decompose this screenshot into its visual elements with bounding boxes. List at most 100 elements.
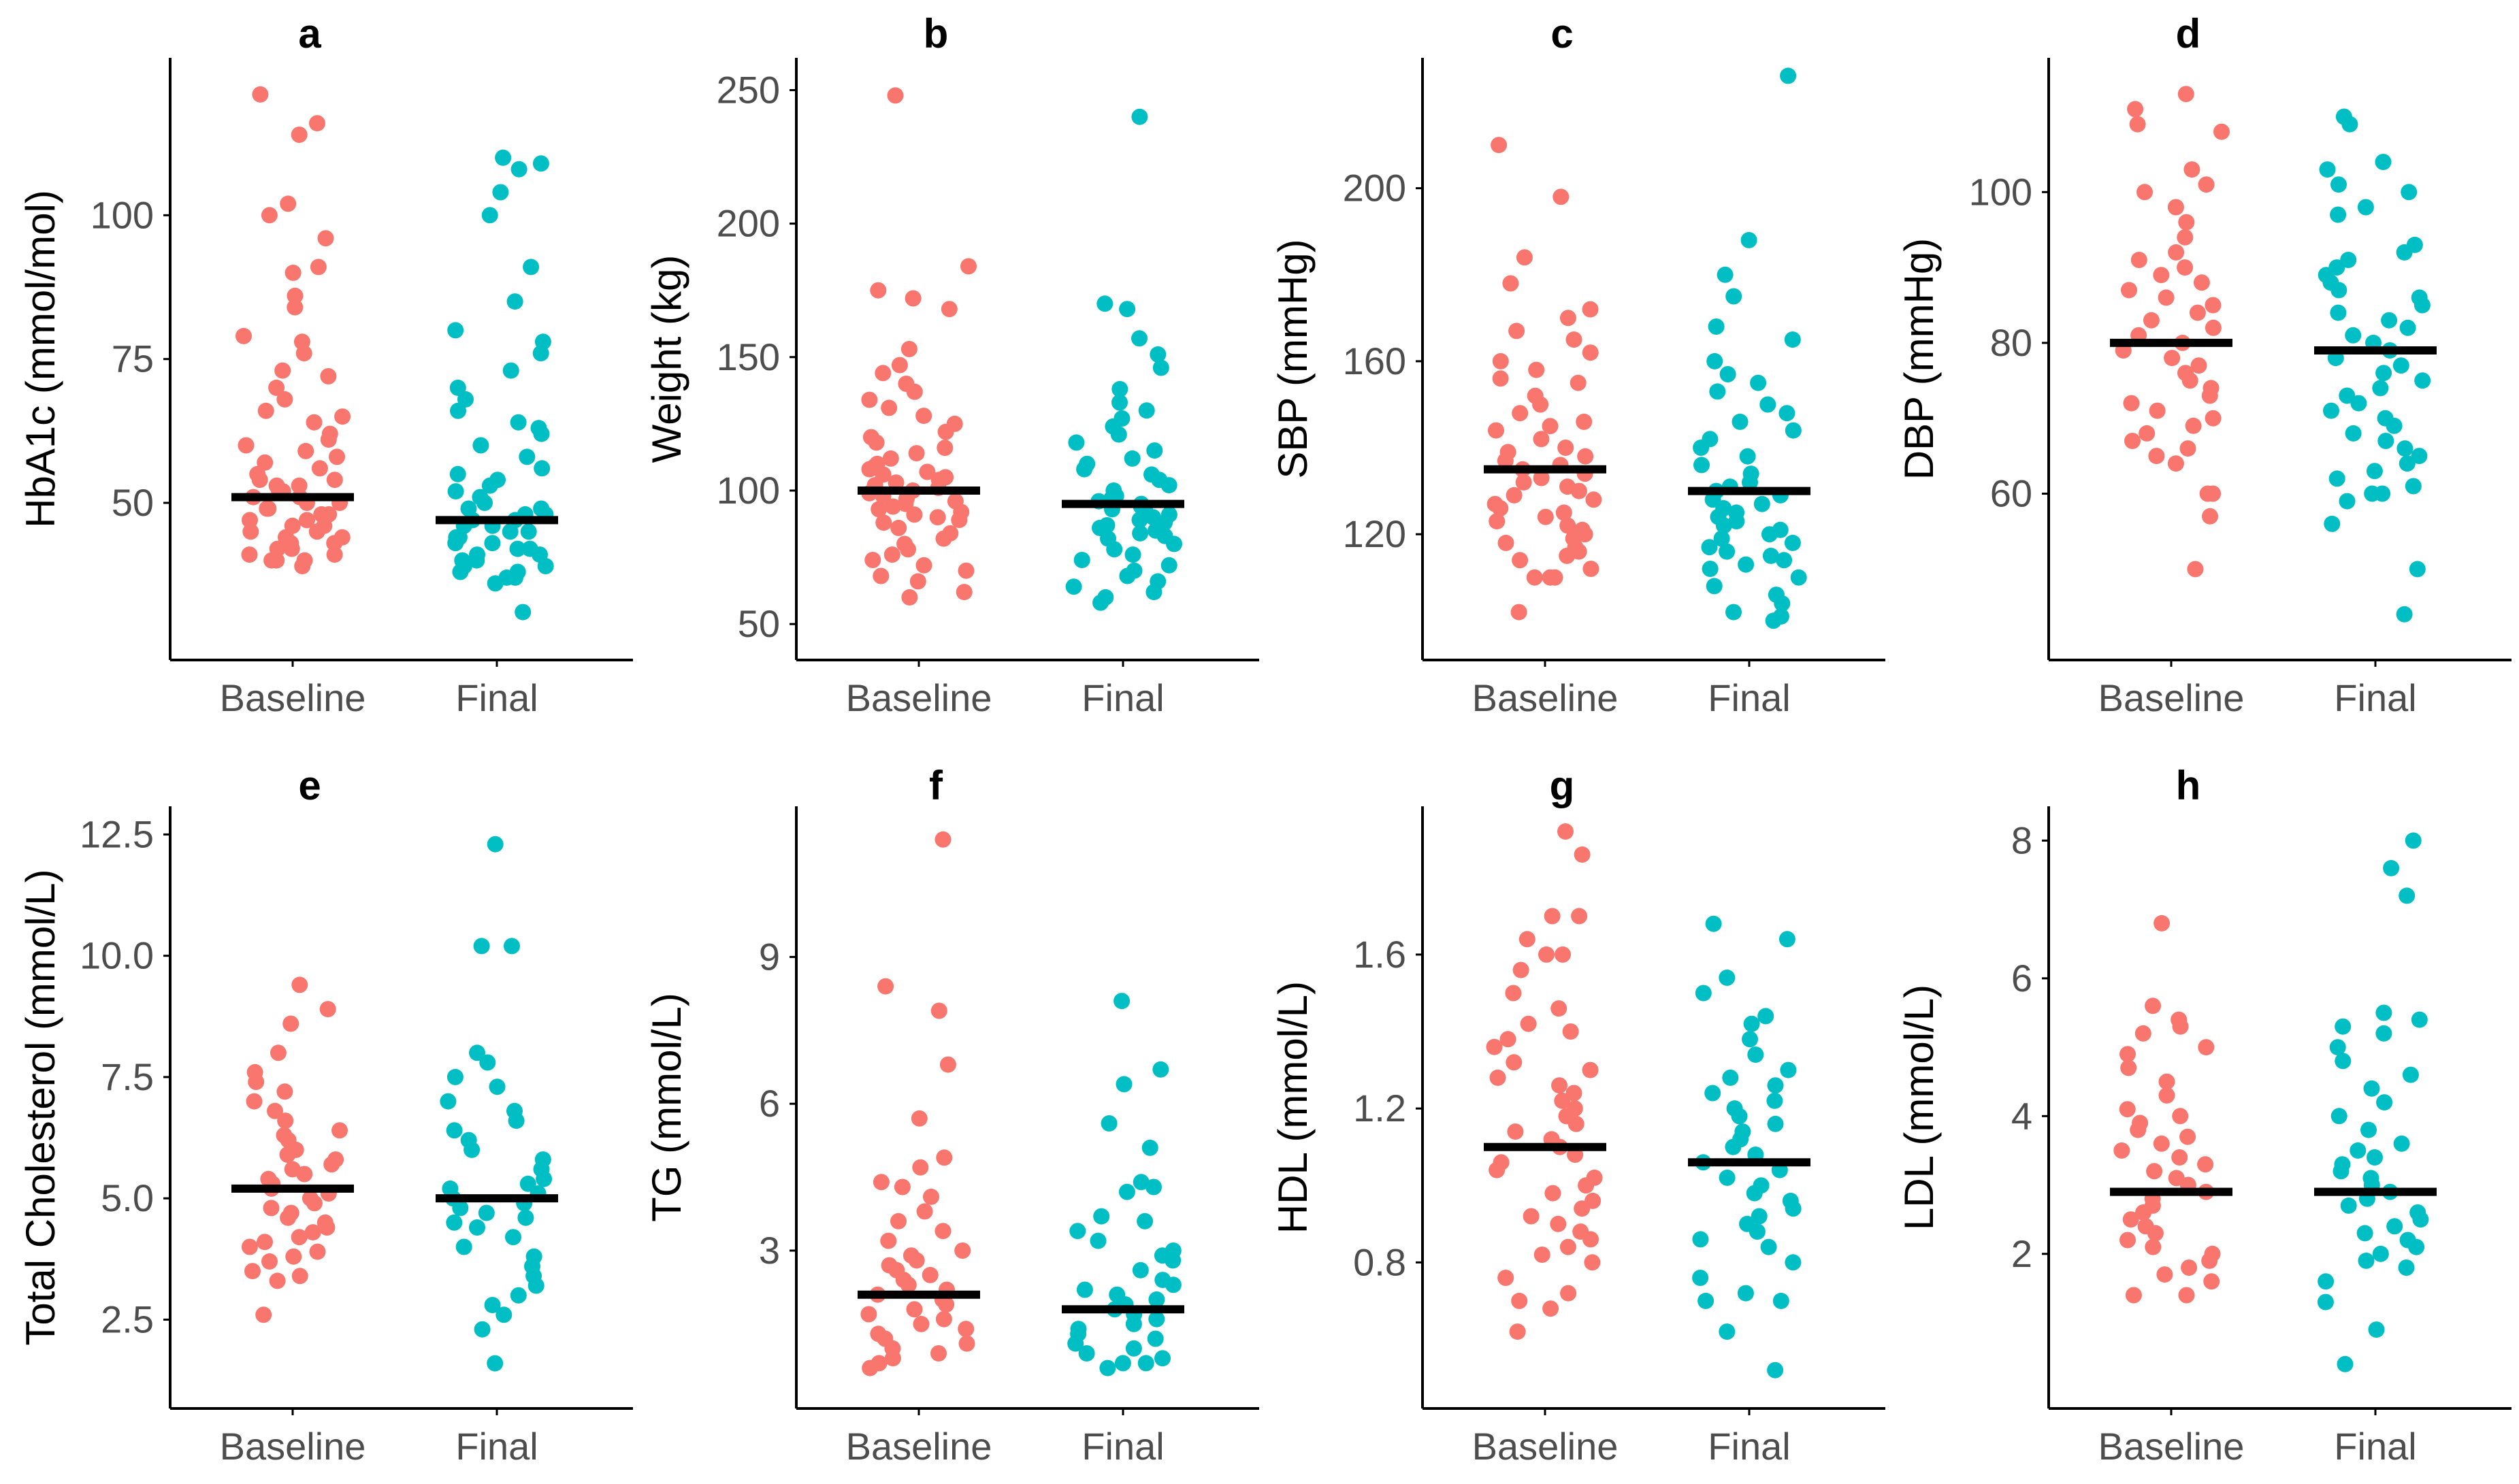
data-point-baseline — [862, 1359, 879, 1376]
data-point-baseline — [2199, 485, 2216, 502]
y-tick-label: 75 — [112, 337, 154, 380]
data-point-baseline — [1528, 361, 1545, 378]
data-point-final — [1145, 584, 1163, 601]
data-point-final — [1706, 578, 1723, 595]
y-tick-label: 160 — [1343, 340, 1406, 382]
data-point-final — [1731, 1108, 1748, 1125]
data-point-final — [1116, 1076, 1133, 1093]
data-point-baseline — [1512, 552, 1529, 569]
data-point-baseline — [291, 477, 308, 494]
data-point-final — [1732, 413, 1749, 430]
data-point-baseline — [2205, 319, 2222, 336]
data-point-baseline — [2167, 199, 2184, 216]
data-point-baseline — [1537, 508, 1554, 525]
data-point-baseline — [246, 1093, 263, 1110]
data-point-final — [1138, 402, 1155, 419]
data-point-final — [536, 1170, 553, 1187]
data-point-baseline — [1488, 422, 1504, 439]
y-tick-label: 80 — [1990, 321, 2032, 364]
data-point-baseline — [915, 408, 932, 425]
data-point-final — [510, 161, 527, 178]
y-tick-label: 3 — [759, 1229, 780, 1272]
data-point-final — [2396, 440, 2414, 457]
data-point-final — [1767, 1362, 1784, 1379]
data-point-final — [1772, 1292, 1789, 1309]
data-point-baseline — [261, 207, 278, 224]
data-point-final — [1152, 1061, 1169, 1078]
y-tick-label: 12.5 — [80, 812, 154, 855]
x-category-label: Final — [1082, 1425, 1164, 1468]
data-point-final — [2386, 1218, 2403, 1235]
data-point-final — [505, 1229, 521, 1246]
data-point-final — [1701, 539, 1718, 556]
data-point-baseline — [875, 365, 892, 382]
data-point-baseline — [299, 512, 315, 529]
data-point-baseline — [873, 567, 890, 584]
data-point-final — [447, 535, 464, 552]
data-point-final — [1766, 1092, 1783, 1109]
data-point-final — [1704, 1085, 1721, 1102]
data-point-baseline — [2193, 274, 2210, 291]
y-tick-label: 8 — [2011, 819, 2032, 861]
data-point-baseline — [2149, 402, 2166, 419]
data-point-final — [532, 345, 549, 362]
data-point-baseline — [326, 535, 343, 552]
data-point-baseline — [2113, 1142, 2130, 1159]
panel-letter: h — [2176, 763, 2201, 808]
data-point-baseline — [1553, 188, 1570, 205]
y-tick-label: 4 — [2011, 1094, 2032, 1137]
data-point-baseline — [235, 327, 252, 344]
data-point-final — [2339, 387, 2356, 404]
data-point-final — [537, 558, 554, 574]
panel-letter: e — [298, 763, 321, 808]
data-point-final — [1719, 366, 1736, 382]
data-point-baseline — [1559, 547, 1576, 564]
data-point-baseline — [1585, 491, 1602, 508]
data-point-final — [1093, 1208, 1110, 1225]
y-axis-label: Weight (kg) — [644, 255, 689, 463]
data-point-final — [2408, 1238, 2425, 1255]
data-point-final — [2360, 1121, 2377, 1138]
data-point-baseline — [263, 1200, 280, 1217]
data-point-baseline — [1582, 301, 1599, 318]
data-point-baseline — [252, 86, 269, 103]
data-point-final — [1740, 231, 1757, 248]
data-point-baseline — [2205, 297, 2222, 314]
data-point-final — [1124, 450, 1141, 467]
data-point-baseline — [2172, 1018, 2189, 1035]
data-point-baseline — [1486, 1038, 1503, 1055]
data-point-final — [1076, 461, 1093, 478]
data-point-baseline — [937, 423, 954, 440]
data-point-final — [1767, 1077, 1784, 1094]
data-point-final — [484, 535, 501, 552]
data-point-baseline — [916, 1203, 933, 1220]
data-point-final — [1702, 561, 1719, 577]
data-point-baseline — [1508, 323, 1525, 340]
panel-letter: d — [2176, 11, 2201, 56]
data-point-baseline — [1544, 908, 1561, 925]
data-point-baseline — [900, 541, 916, 558]
data-point-baseline — [1565, 331, 1582, 348]
data-point-final — [2412, 1211, 2429, 1228]
data-point-final — [1152, 359, 1169, 376]
data-point-baseline — [2153, 1135, 2170, 1152]
data-point-final — [469, 1044, 485, 1061]
data-point-baseline — [2201, 1252, 2218, 1269]
data-point-baseline — [2177, 259, 2194, 276]
data-point-final — [1096, 295, 1114, 312]
data-point-final — [495, 149, 512, 166]
data-point-final — [446, 1214, 463, 1231]
y-tick-label: 200 — [1343, 167, 1406, 210]
data-point-final — [487, 1355, 504, 1372]
data-point-final — [1125, 1315, 1142, 1332]
data-point-final — [1073, 552, 1090, 568]
y-tick-label: 150 — [717, 335, 780, 378]
data-point-final — [1725, 604, 1742, 621]
data-point-baseline — [280, 195, 297, 212]
data-point-baseline — [2136, 184, 2153, 201]
y-axis-label: SBP (mmHg) — [1270, 239, 1316, 478]
data-point-final — [1101, 1115, 1118, 1132]
y-tick-label: 2.5 — [101, 1298, 154, 1340]
data-point-baseline — [1557, 440, 1574, 456]
x-category-label: Final — [455, 1425, 538, 1468]
